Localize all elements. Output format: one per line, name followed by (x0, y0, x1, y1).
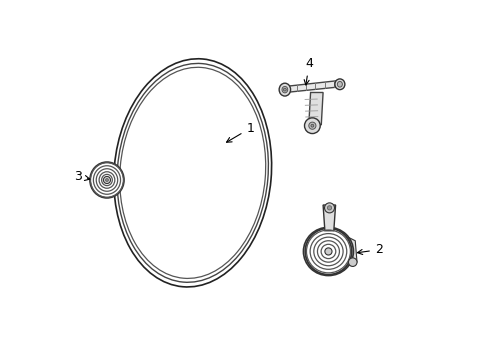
Circle shape (305, 228, 351, 275)
Text: 4: 4 (304, 58, 312, 85)
Text: 3: 3 (74, 170, 90, 183)
Circle shape (103, 176, 110, 184)
Ellipse shape (90, 162, 123, 198)
Ellipse shape (279, 83, 290, 96)
Polygon shape (347, 237, 356, 266)
Circle shape (310, 124, 313, 127)
Circle shape (105, 179, 108, 181)
Text: 1: 1 (226, 122, 254, 142)
Ellipse shape (117, 62, 268, 284)
Circle shape (283, 88, 285, 91)
Ellipse shape (334, 79, 344, 90)
Ellipse shape (337, 81, 342, 87)
Circle shape (324, 203, 334, 213)
Circle shape (308, 122, 315, 129)
Polygon shape (285, 81, 337, 93)
Text: 2: 2 (357, 243, 382, 256)
Ellipse shape (282, 86, 287, 93)
Circle shape (304, 118, 320, 134)
Circle shape (324, 248, 331, 255)
Polygon shape (323, 205, 335, 231)
Circle shape (348, 258, 356, 266)
Polygon shape (308, 93, 323, 125)
Circle shape (326, 206, 331, 210)
